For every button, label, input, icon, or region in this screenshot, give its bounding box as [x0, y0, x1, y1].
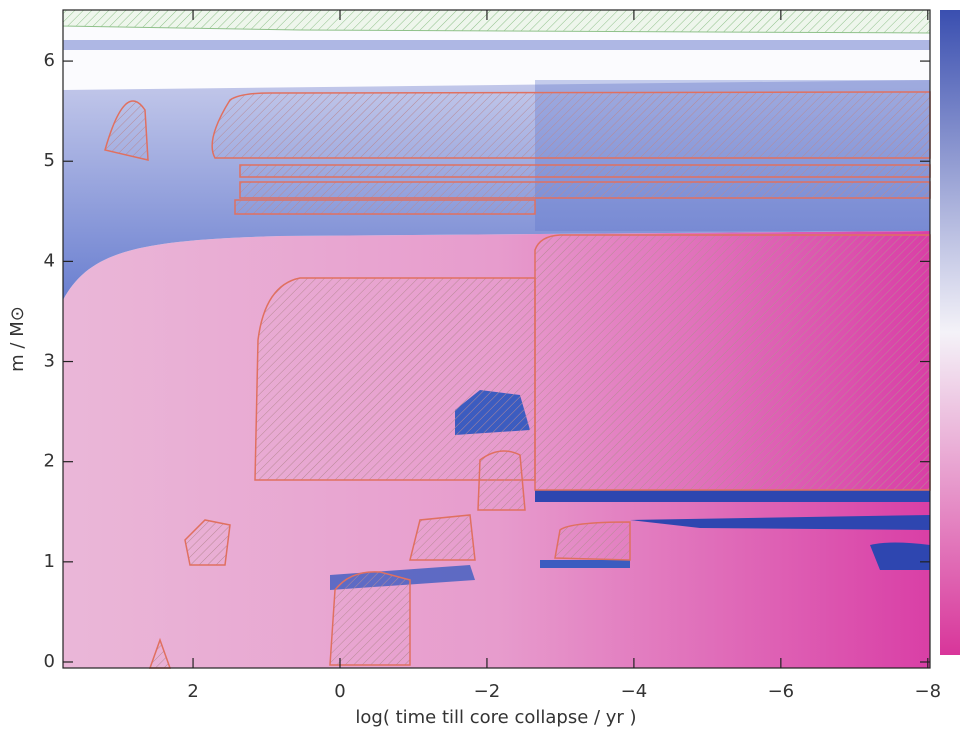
y-tick-label: 3 [44, 351, 55, 372]
colorbar [940, 10, 960, 655]
x-tick-label: 0 [334, 681, 345, 702]
y-tick-label: 1 [44, 551, 55, 572]
x-tick-label: −4 [621, 681, 648, 702]
plot-regions [62, 9, 931, 669]
x-tick-label: −8 [915, 681, 942, 702]
y-tick-label: 4 [44, 250, 55, 271]
y-tick-label: 0 [44, 651, 55, 672]
y-tick-label: 2 [44, 451, 55, 472]
x-tick-label: −2 [474, 681, 501, 702]
y-tick-label: 6 [44, 50, 55, 71]
x-tick-label: −6 [768, 681, 795, 702]
plot-frame [62, 9, 931, 669]
x-axis-label: log( time till core collapse / yr ) [355, 707, 636, 728]
y-axis-label: m / M⊙ [7, 306, 28, 372]
y-tick-label: 5 [44, 150, 55, 171]
x-tick-label: 2 [187, 681, 198, 702]
